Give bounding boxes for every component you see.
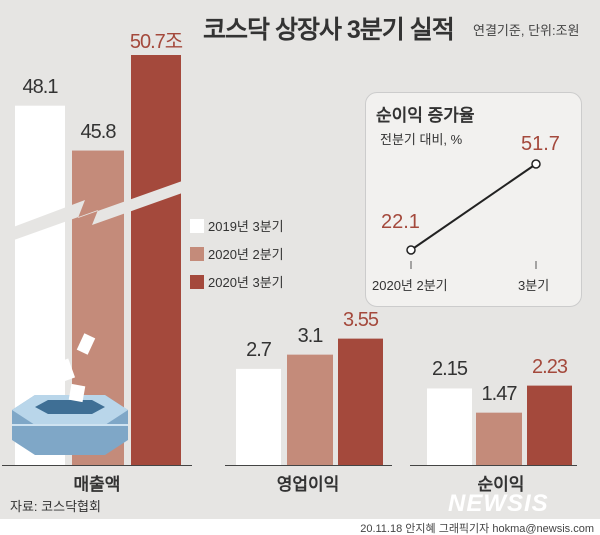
bar-순이익-2020년 3분기 xyxy=(527,385,572,465)
value-label: 51.7 xyxy=(521,133,560,155)
growth-inset: 순이익 증가율 전분기 대비, % 22.1 51.7 2020년 2분기 3분… xyxy=(365,92,582,307)
inset-title: 순이익 증가율 xyxy=(376,106,475,125)
value-label: 2.7 xyxy=(246,338,272,361)
line-chart xyxy=(406,159,541,269)
bar-영업이익-2019년 3분기 xyxy=(236,368,281,465)
footer: 20.11.18 안지혜 그래픽기자 hokma@newsis.com xyxy=(0,519,600,535)
baseline-net xyxy=(410,465,577,466)
legend-item: 2020년 3분기 xyxy=(190,272,284,291)
unit-note: 연결기준, 단위:조원 xyxy=(473,23,580,38)
value-label: 48.1 xyxy=(22,75,59,98)
data-point xyxy=(531,159,541,169)
legend-swatch xyxy=(190,219,204,233)
baseline-op xyxy=(225,465,392,466)
axis-break xyxy=(0,180,185,245)
chart-title: 코스닥 상장사 3분기 실적 xyxy=(203,16,455,44)
bar-순이익-2019년 3분기 xyxy=(427,388,472,465)
legend-item: 2019년 3분기 xyxy=(190,216,284,235)
legend-label: 2020년 3분기 xyxy=(208,275,284,290)
category-label: 영업이익 xyxy=(276,475,340,494)
baseline-sales xyxy=(2,465,192,466)
x-tick-label: 2020년 2분기 xyxy=(372,278,448,293)
bar-순이익-2020년 2분기 xyxy=(476,412,522,465)
newsis-watermark: NEWSIS xyxy=(448,490,549,517)
legend-swatch xyxy=(190,275,204,289)
legend-item: 2020년 2분기 xyxy=(190,244,284,263)
bar-매출액-2020년 3분기 xyxy=(131,55,181,465)
bar-영업이익-2020년 2분기 xyxy=(287,354,333,465)
bar-영업이익-2020년 3분기 xyxy=(338,338,383,465)
source-note: 자료: 코스닥협회 xyxy=(10,499,101,514)
x-tick-label: 3분기 xyxy=(518,278,550,293)
value-label: 3.55 xyxy=(343,308,379,331)
bin-illustration xyxy=(12,333,128,455)
legend-label: 2020년 2분기 xyxy=(208,247,284,262)
legend-swatch xyxy=(190,247,204,261)
category-label: 매출액 xyxy=(73,475,121,494)
growth-line xyxy=(410,163,537,251)
data-point xyxy=(406,245,416,255)
value-label: 1.47 xyxy=(481,382,518,405)
value-label: 50.7조 xyxy=(129,31,183,53)
value-label: 45.8 xyxy=(80,120,117,143)
value-label: 3.1 xyxy=(297,324,324,347)
credit: 20.11.18 안지혜 그래픽기자 hokma@newsis.com xyxy=(360,523,594,535)
inset-subtitle: 전분기 대비, % xyxy=(380,132,463,147)
value-label: 22.1 xyxy=(381,211,420,233)
category-label: 순이익 xyxy=(477,475,525,494)
value-label: 2.15 xyxy=(432,358,468,381)
value-label: 2.23 xyxy=(532,355,568,378)
bar-chart xyxy=(0,55,572,466)
legend-label: 2019년 3분기 xyxy=(208,219,284,234)
